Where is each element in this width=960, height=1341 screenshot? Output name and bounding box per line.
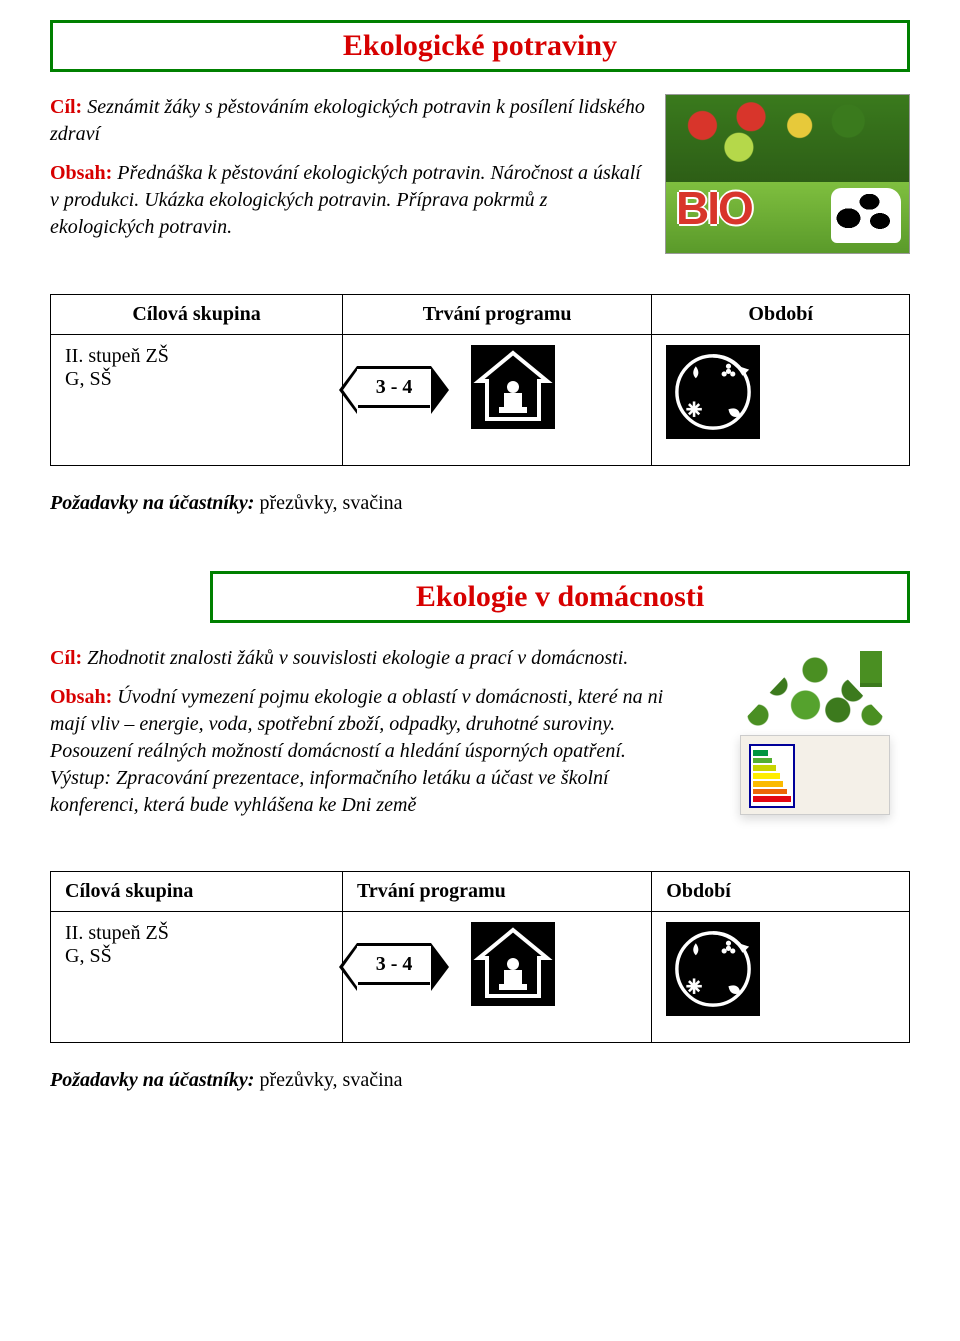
- duration-hexagon-icon: 3 - 4: [357, 943, 431, 985]
- section1-title: Ekologické potraviny: [343, 29, 617, 62]
- th-target: Cílová skupina: [51, 295, 343, 335]
- th-target: Cílová skupina: [51, 872, 343, 912]
- all-seasons-icon: [666, 345, 760, 439]
- section1-title-bar: Ekologické potraviny: [50, 20, 910, 72]
- cil-label: Cíl:: [50, 96, 82, 118]
- section2-intro: Cíl: Zhodnotit znalosti žáků v souvislos…: [50, 645, 910, 831]
- cil-label: Cíl:: [50, 647, 82, 669]
- target-line2: G, SŠ: [65, 368, 328, 391]
- th-period: Období: [652, 872, 910, 912]
- section2-title-bar: Ekologie v domácnosti: [210, 571, 910, 623]
- th-duration: Trvání programu: [343, 295, 652, 335]
- target-line2: G, SŠ: [65, 945, 328, 968]
- target-line1: II. stupeň ZŠ: [65, 922, 328, 945]
- bio-word: BIO: [676, 181, 752, 235]
- all-seasons-icon: [666, 922, 760, 1016]
- section1-program-table: Cílová skupina Trvání programu Období II…: [50, 294, 910, 466]
- req-text: přezůvky, svačina: [259, 1069, 402, 1091]
- td-target: II. stupeň ZŠ G, SŠ: [51, 335, 343, 466]
- section1-intro-text: Cíl: Seznámit žáky s pěstováním ekologic…: [50, 94, 645, 254]
- bio-image: BIO: [665, 94, 910, 254]
- section2-title: Ekologie v domácnosti: [416, 580, 704, 613]
- req-text: přezůvky, svačina: [259, 492, 402, 514]
- duration-value: 3 - 4: [376, 953, 413, 976]
- section1-intro: Cíl: Seznámit žáky s pěstováním ekologic…: [50, 94, 910, 254]
- indoor-house-icon: [471, 345, 555, 429]
- cil-text: Zhodnotit znalosti žáků v souvislosti ek…: [87, 647, 628, 669]
- energy-label-icon: [749, 744, 795, 808]
- obsah-label: Obsah:: [50, 162, 112, 184]
- td-duration: 3 - 4: [343, 912, 652, 1043]
- th-duration: Trvání programu: [343, 872, 652, 912]
- td-period: [652, 335, 910, 466]
- duration-hexagon-icon: 3 - 4: [357, 366, 431, 408]
- section1-requirements: Požadavky na účastníky: přezůvky, svačin…: [50, 492, 910, 515]
- td-period: [652, 912, 910, 1043]
- duration-value: 3 - 4: [376, 376, 413, 399]
- obsah-text: Přednáška k pěstování ekologických potra…: [50, 162, 641, 238]
- cil-text: Seznámit žáky s pěstováním ekologických …: [50, 96, 645, 145]
- td-target: II. stupeň ZŠ G, SŠ: [51, 912, 343, 1043]
- target-line1: II. stupeň ZŠ: [65, 345, 328, 368]
- indoor-house-icon: [471, 922, 555, 1006]
- obsah-text: Úvodní vymezení pojmu ekologie a oblastí…: [50, 686, 663, 816]
- th-period: Období: [652, 295, 910, 335]
- section2-program-table: Cílová skupina Trvání programu Období II…: [50, 871, 910, 1043]
- eco-house-image: [720, 645, 910, 815]
- section2-intro-text: Cíl: Zhodnotit znalosti žáků v souvislos…: [50, 645, 700, 831]
- section2-requirements: Požadavky na účastníky: přezůvky, svačin…: [50, 1069, 910, 1092]
- req-label: Požadavky na účastníky:: [50, 492, 254, 514]
- td-duration: 3 - 4: [343, 335, 652, 466]
- obsah-label: Obsah:: [50, 686, 112, 708]
- req-label: Požadavky na účastníky:: [50, 1069, 254, 1091]
